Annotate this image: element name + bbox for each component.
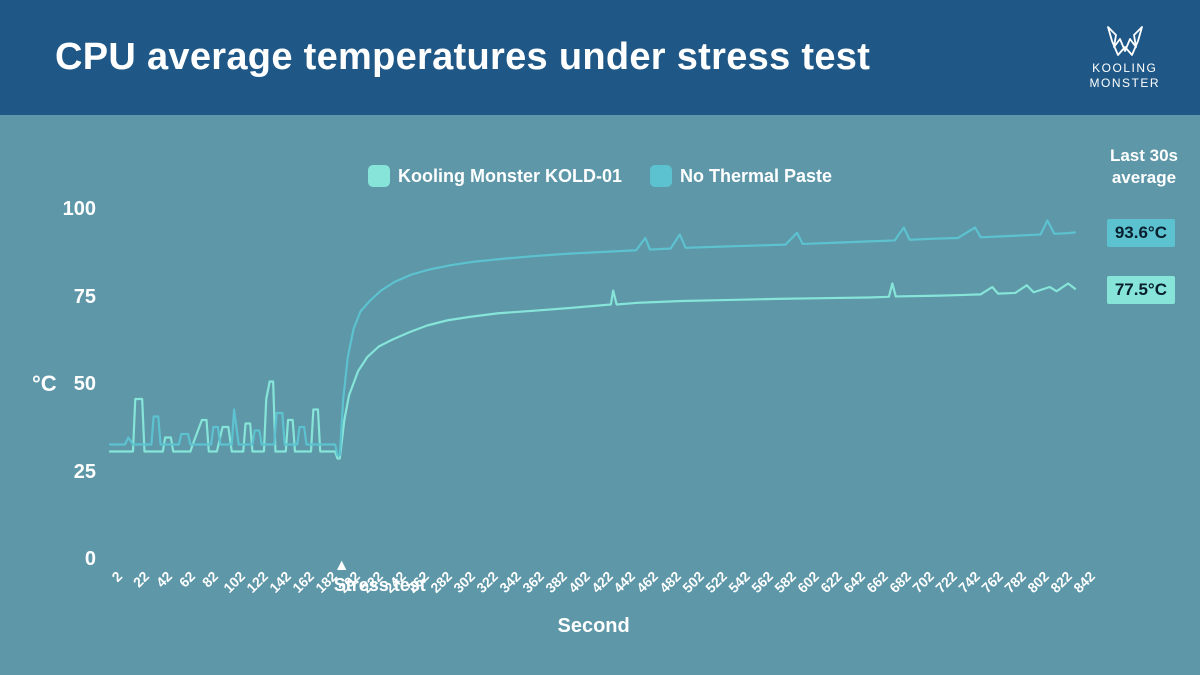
y-tick-label: 0 bbox=[85, 548, 96, 571]
chart: Last 30saverage Kooling Monster KOLD-01 … bbox=[0, 115, 1200, 675]
monster-icon bbox=[1102, 25, 1148, 59]
header: CPU average temperatures under stress te… bbox=[0, 0, 1200, 115]
y-tick-label: 75 bbox=[74, 286, 96, 309]
brand-line2: MONSTER bbox=[1090, 76, 1161, 90]
y-tick-label: 100 bbox=[63, 198, 96, 221]
y-axis-title: °C bbox=[32, 371, 57, 397]
last-avg-badge-kold01: 77.5°C bbox=[1107, 276, 1175, 304]
page-title: CPU average temperatures under stress te… bbox=[55, 36, 870, 79]
brand-line1: KOOLING bbox=[1092, 61, 1157, 75]
series-line bbox=[110, 221, 1075, 456]
y-tick-label: 50 bbox=[74, 373, 96, 396]
y-tick-label: 25 bbox=[74, 461, 96, 484]
last-avg-badge-nopaste: 93.6°C bbox=[1107, 219, 1175, 247]
x-axis-title: Second bbox=[558, 615, 630, 638]
brand-logo: KOOLING MONSTER bbox=[1090, 25, 1161, 90]
page: CPU average temperatures under stress te… bbox=[0, 0, 1200, 675]
